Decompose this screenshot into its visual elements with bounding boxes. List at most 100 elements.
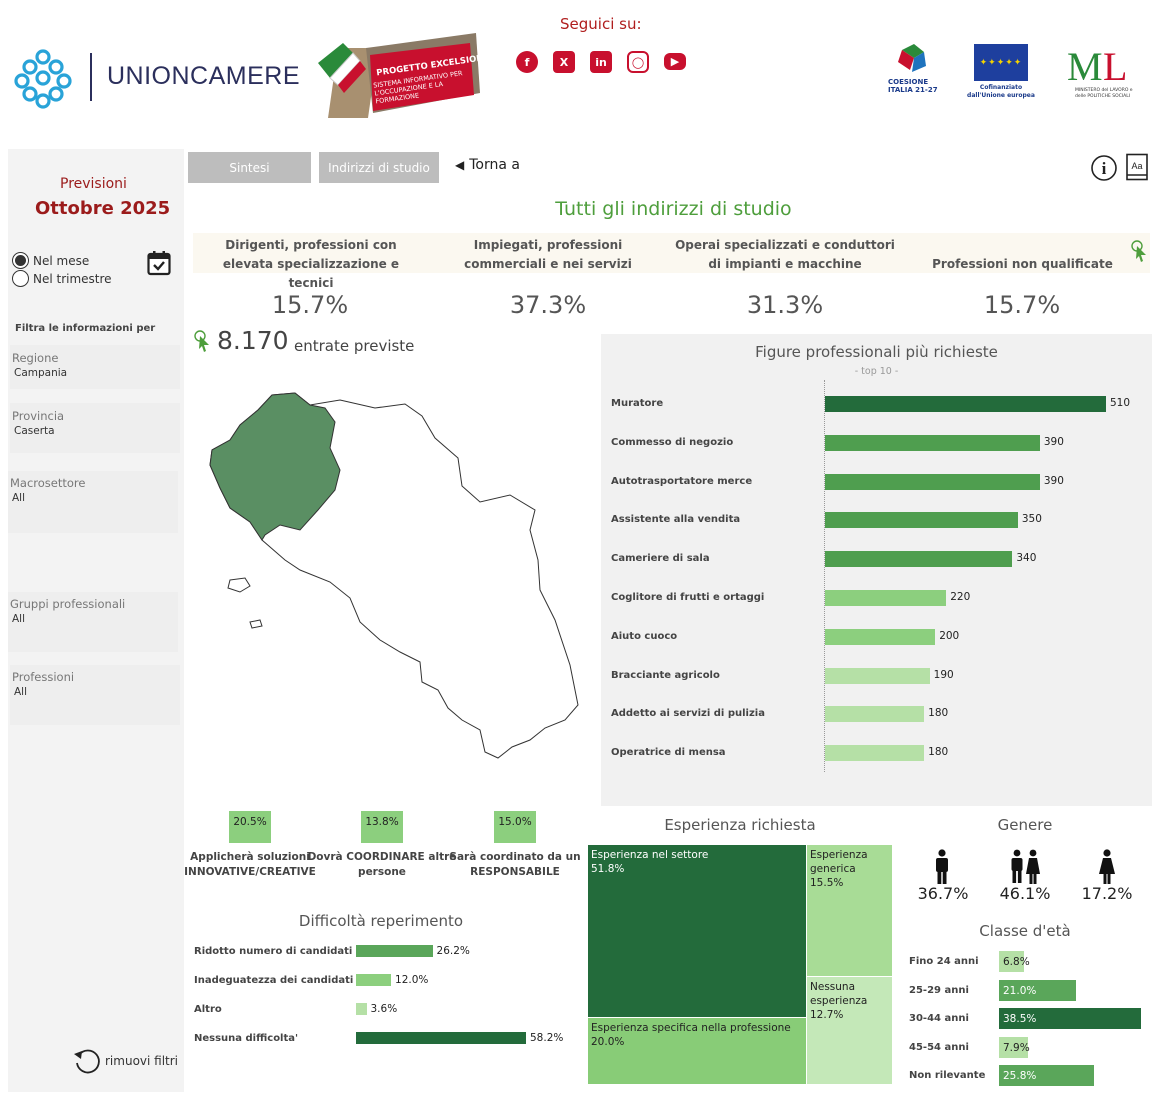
tab-indirizzi[interactable]: Indirizzi di studio xyxy=(319,152,439,183)
youtube-icon[interactable]: ▶ xyxy=(664,53,686,70)
difficolta-bar[interactable] xyxy=(356,1003,367,1015)
eta-bar[interactable] xyxy=(999,1065,1095,1086)
svg-text:i: i xyxy=(1102,159,1107,178)
tab-sintesi[interactable]: Sintesi xyxy=(188,152,311,183)
reset-icon xyxy=(74,1049,100,1074)
excelsior-logo-icon xyxy=(318,33,480,118)
kpi-label-operai: Operai specializzati e conduttori di imp… xyxy=(675,238,895,271)
radio-month-button[interactable] xyxy=(12,252,29,269)
bar[interactable] xyxy=(825,667,930,684)
difficolta-bar[interactable] xyxy=(356,945,433,957)
difficolta-label: Inadeguatezza dei candidati xyxy=(194,975,354,986)
tm-nessuna-esperienza[interactable]: Nessuna esperienza 12.7% xyxy=(807,977,892,1084)
bar-label: Commesso di negozio xyxy=(611,436,734,448)
svg-text:L: L xyxy=(1103,44,1127,84)
bar[interactable] xyxy=(825,706,925,723)
esperienza-treemap[interactable]: Esperienza nel settore 51.8% Esperienza … xyxy=(588,845,892,1084)
eta-value: 21.0% xyxy=(1003,984,1037,997)
ministero-text: MINISTERO del LAVORO e delle POLITICHE S… xyxy=(1075,88,1133,99)
bar[interactable] xyxy=(825,434,1040,451)
difficolta-bar[interactable] xyxy=(356,1032,526,1044)
difficolta-bar[interactable] xyxy=(356,974,392,986)
kpi-label-dirigenti: Dirigenti, professioni con elevata speci… xyxy=(222,238,400,290)
coesione-logo: COESIONE ITALIA 21-27 xyxy=(888,44,938,102)
radio-month[interactable]: Nel mese xyxy=(12,252,89,269)
male-female-icon xyxy=(1011,849,1040,884)
kpi-value-dirigenti: 15.7% xyxy=(271,291,349,319)
radio-quarter-button[interactable] xyxy=(12,270,29,287)
radio-month-label: Nel mese xyxy=(33,253,90,268)
entrate-click-icon[interactable] xyxy=(193,329,213,353)
unioncamere-logo-icon xyxy=(14,49,72,109)
skill-value-box[interactable]: 20.5% xyxy=(229,811,271,843)
eta-label: 45-54 anni xyxy=(909,1041,969,1053)
glossary-icon[interactable]: Aa xyxy=(1125,153,1149,181)
bar[interactable] xyxy=(825,628,936,645)
map-caserta-province[interactable] xyxy=(209,392,341,541)
coesione-text: COESIONE ITALIA 21-27 xyxy=(888,78,938,94)
tm-esperienza-settore-value: 51.8% xyxy=(591,863,625,875)
filter-gruppi[interactable]: Gruppi professionali All xyxy=(8,592,178,652)
filter-professioni[interactable]: Professioni All xyxy=(10,665,180,725)
kpi-header-band xyxy=(193,233,1150,273)
skill-value-box[interactable]: 13.8% xyxy=(361,811,403,843)
bar-value: 350 xyxy=(1021,513,1042,526)
click-hint-icon[interactable] xyxy=(1130,239,1150,263)
torna-a-button[interactable]: ◀ Torna a xyxy=(455,157,520,173)
tm-esperienza-generica-label: Esperienza generica xyxy=(810,849,868,875)
eta-label: 30-44 anni xyxy=(909,1013,969,1024)
kpi-label-impiegati: Impiegati, professioni commerciali e nei… xyxy=(464,238,632,271)
eta-value: 7.9% xyxy=(1003,1041,1030,1054)
x-icon[interactable]: X xyxy=(553,51,575,73)
eta-title: Classe d'età xyxy=(979,922,1071,940)
info-icon[interactable]: i xyxy=(1090,154,1118,182)
tm-esperienza-generica[interactable]: Esperienza generica 15.5% xyxy=(807,845,892,976)
previsioni-label: Previsioni xyxy=(60,176,127,192)
bar-value: 200 xyxy=(939,629,960,642)
bar[interactable] xyxy=(825,590,947,606)
difficolta-label: Ridotto numero di candidati xyxy=(194,946,353,957)
male-icon xyxy=(936,849,948,884)
linkedin-icon[interactable]: in xyxy=(590,51,612,73)
sidebar: Previsioni Ottobre 2025 Nel mese Nel tri… xyxy=(8,149,184,1092)
tm-esperienza-specifica-value: 20.0% xyxy=(591,1036,625,1048)
page-title: Tutti gli indirizzi di studio xyxy=(555,198,792,220)
calendar-check-icon[interactable] xyxy=(147,250,171,276)
radio-quarter[interactable]: Nel trimestre xyxy=(12,270,112,287)
bar[interactable] xyxy=(825,512,1018,529)
eu-text: Cofinanziato dall'Unione europea xyxy=(967,84,1035,99)
eta-bar[interactable] xyxy=(999,951,1025,972)
genere-male-value: 36.7% xyxy=(917,884,969,903)
instagram-icon[interactable]: ◯ xyxy=(627,51,649,73)
campania-map[interactable] xyxy=(200,390,580,770)
facebook-icon[interactable]: f xyxy=(516,51,538,73)
filter-macrosettore-label: Macrosettore xyxy=(10,476,86,490)
skill-label: Dovrà COORDINARE altre persone xyxy=(307,851,457,878)
map-island-ischia xyxy=(227,577,251,593)
genere-both-value: 46.1% xyxy=(999,884,1051,903)
kpi-value-non-qualificate: 15.7% xyxy=(983,291,1061,319)
tm-esperienza-specifica[interactable]: Esperienza specifica nella professione 2… xyxy=(588,1018,806,1084)
filter-macrosettore[interactable]: Macrosettore All xyxy=(8,471,178,533)
unioncamere-logo[interactable]: UNIONCAMERE xyxy=(10,45,310,110)
reset-filters-button[interactable]: rimuovi filtri xyxy=(72,1046,178,1076)
filter-regione-value: Campania xyxy=(14,367,68,379)
svg-text:M: M xyxy=(1067,44,1103,84)
seguici-label: Seguici su: xyxy=(560,15,642,33)
bar[interactable] xyxy=(825,396,1106,412)
eta-bar[interactable] xyxy=(999,1008,1141,1029)
filter-regione[interactable]: Regione Campania xyxy=(10,345,180,389)
bar[interactable] xyxy=(825,473,1040,490)
kpi-value-operai: 31.3% xyxy=(746,291,824,319)
excelsior-logo[interactable]: PROGETTO EXCELSIOR SISTEMA INFORMATIVO P… xyxy=(318,33,484,125)
tm-esperienza-settore[interactable]: Esperienza nel settore 51.8% xyxy=(588,845,806,1017)
filter-provincia[interactable]: Provincia Caserta xyxy=(10,403,180,453)
skill-value-box[interactable]: 15.0% xyxy=(494,811,536,843)
bar[interactable] xyxy=(825,551,1013,568)
ministero-ml-icon: M L xyxy=(1067,44,1127,89)
eta-bar[interactable] xyxy=(999,1036,1029,1058)
filter-title: Filtra le informazioni per xyxy=(15,323,156,334)
ministero-logo: M L MINISTERO del LAVORO e delle POLITIC… xyxy=(1065,44,1133,100)
eta-bar[interactable] xyxy=(999,979,1077,1001)
bar[interactable] xyxy=(825,745,925,762)
